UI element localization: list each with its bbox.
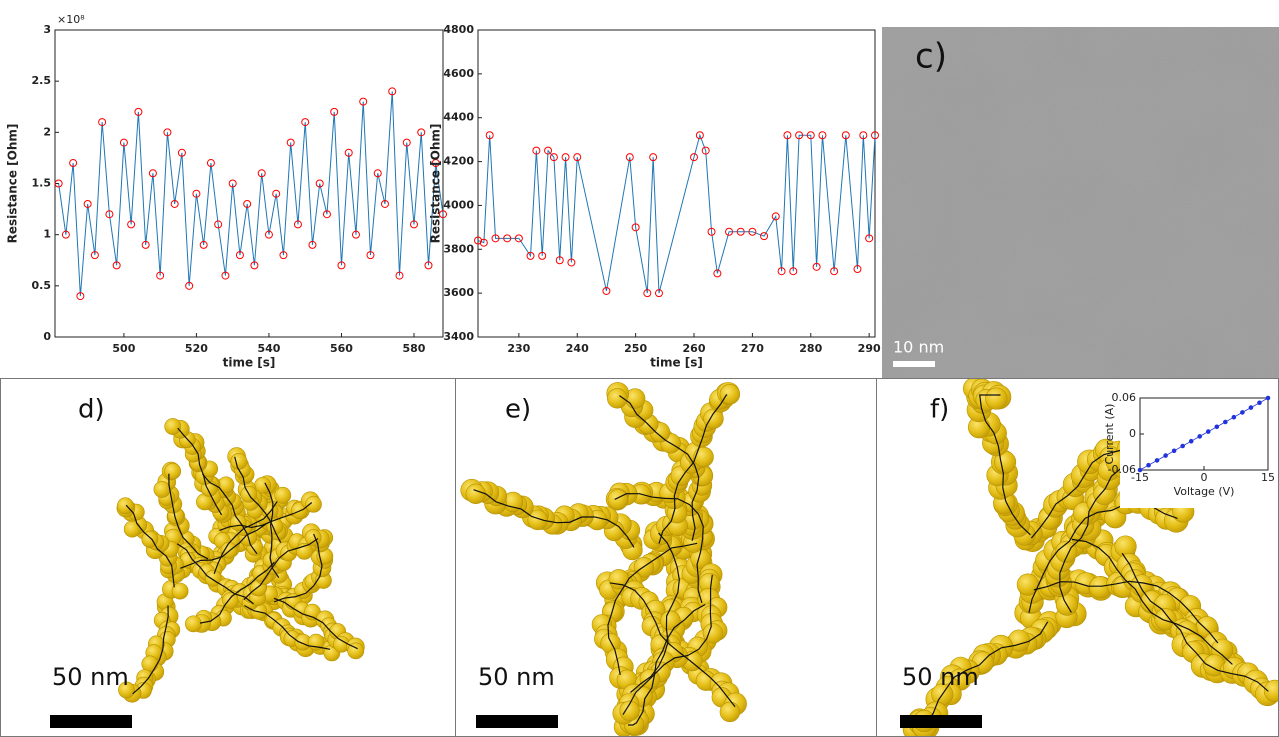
data-marker [1138,468,1142,472]
x-tick-label: 280 [799,342,822,355]
panel-label: f) [930,395,949,425]
y-tick-label: 2 [43,125,51,138]
x-tick-label: 540 [257,342,280,355]
data-marker [1232,415,1236,419]
x-tick-label: 270 [741,342,764,355]
x-axis-label: time [s] [223,356,276,370]
x-tick-label: 580 [403,342,426,355]
y-tick-label: 3400 [443,330,474,343]
y-tick-label: 3 [43,23,51,36]
data-marker [1206,430,1210,434]
data-marker [1189,439,1193,443]
nanoparticle [986,388,1008,410]
tem-image [882,27,1279,378]
y-tick-label: 2.5 [32,74,52,87]
x-tick-label: 230 [507,342,530,355]
y-tick-label: 4200 [443,155,474,168]
y-tick-label: 0.06 [1112,391,1137,404]
panel-label: d) [78,395,105,425]
x-tick-label: 15 [1261,471,1275,484]
y-tick-label: 4600 [443,67,474,80]
x-tick-label: 560 [330,342,353,355]
x-tick-label: 0 [1201,471,1208,484]
nanoparticle [305,496,321,512]
nanoparticle [275,487,291,503]
data-marker [1155,459,1159,463]
data-marker [1172,449,1176,453]
plot-area [478,30,875,337]
nanoparticle [185,616,201,632]
network [117,418,365,702]
scale-bar [476,715,558,728]
panel-label: c) [915,37,947,77]
x-tick-label: 240 [566,342,589,355]
y-tick-label: 0 [43,330,51,343]
x-axis-label: time [s] [650,356,703,370]
y-tick-label: 4800 [443,23,474,36]
nanoparticle [231,453,247,469]
x-tick-label: 250 [624,342,647,355]
figure: 10 nm a) b) c) d) e) f) 50 nm 50 nm 50 n… [0,0,1279,737]
scale-bar [893,361,935,367]
data-marker [1258,401,1262,405]
data-marker [1215,425,1219,429]
nanoparticle [165,463,181,479]
y-tick-label: 4400 [443,111,474,124]
nanoparticle [608,490,628,510]
data-marker [1224,420,1228,424]
nanoparticle [660,611,680,631]
data-marker [1198,435,1202,439]
scale-bar-label: 50 nm [52,663,129,691]
scale-bar [900,715,982,728]
data-marker [1249,406,1253,410]
y-tick-label: 3600 [443,286,474,299]
plot-area [55,30,443,337]
data-marker [1164,454,1168,458]
scale-bar-label: 50 nm [902,663,979,691]
y-tick-label: 0.5 [32,279,52,292]
nanoparticle [720,702,740,722]
nanoparticle [117,498,133,514]
data-marker [1266,396,1270,400]
nanoparticle [124,521,140,537]
x-tick-label: 260 [683,342,706,355]
y-multiplier: ×10⁸ [57,13,85,26]
data-marker [1147,463,1151,467]
x-axis-label: Voltage (V) [1174,485,1235,498]
x-tick-label: 290 [858,342,881,355]
nanoparticle [305,529,321,545]
y-tick-label: 4000 [443,198,474,211]
y-axis-label: Resistance [Ohm] [6,124,20,244]
nanoparticle [165,418,181,434]
nanoparticle [466,484,486,504]
scale-bar-label: 10 nm [893,338,944,357]
y-tick-label: 1.5 [32,177,52,190]
x-tick-label: 520 [185,342,208,355]
panel-label: e) [505,395,531,425]
scale-bar-label: 50 nm [478,663,555,691]
x-tick-label: 500 [112,342,135,355]
y-tick-label: 0 [1129,427,1136,440]
scale-bar [50,715,132,728]
data-marker [1241,411,1245,415]
nanoparticle [694,447,714,467]
data-marker [1181,444,1185,448]
y-tick-label: 1 [43,228,51,241]
y-axis-label: Resistance [Ohm] [429,124,443,244]
y-axis-label: Current (A) [1103,404,1116,465]
y-tick-label: 3800 [443,242,474,255]
nanoparticle [154,481,170,497]
